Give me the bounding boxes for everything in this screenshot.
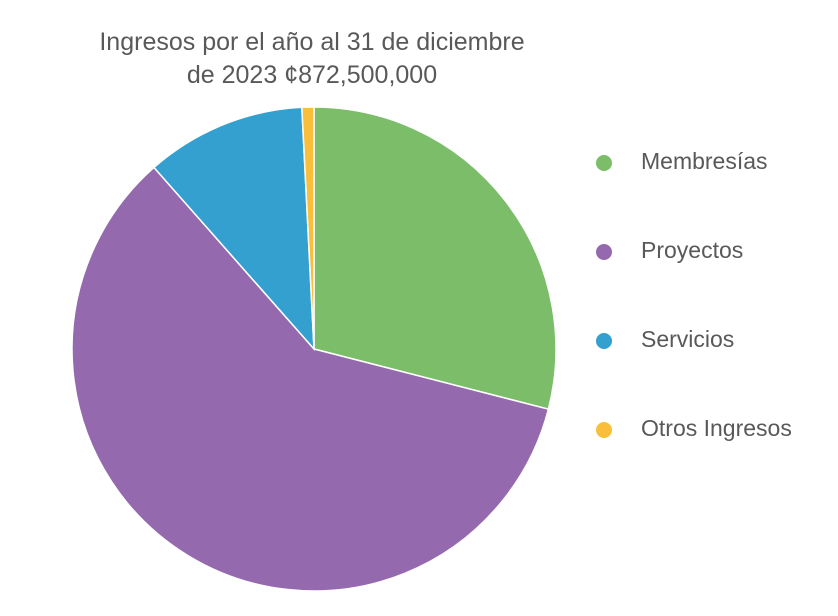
chart-title-line-1: Ingresos por el año al 31 de diciembre xyxy=(99,28,525,56)
legend-label: Proyectos xyxy=(641,237,744,263)
legend-swatch xyxy=(596,422,612,438)
legend-label: Otros Ingresos xyxy=(641,415,792,441)
legend-item-membresias: Membresías xyxy=(596,140,826,229)
pie-slices xyxy=(71,106,557,592)
chart-title-line-2: de 2023 ¢872,500,000 xyxy=(186,61,438,89)
legend-swatch xyxy=(596,244,612,260)
legend-item-servicios: Servicios xyxy=(596,318,826,407)
legend-swatch xyxy=(596,333,612,349)
legend: Membresías Proyectos Servicios Otros Ing… xyxy=(596,140,826,496)
pie-slice-servicios xyxy=(152,106,315,352)
legend-label: Servicios xyxy=(641,326,735,352)
pie-slice-membresias xyxy=(313,106,557,411)
pie-slice-otros-ingresos xyxy=(301,106,315,350)
legend-swatch xyxy=(596,155,612,171)
legend-item-otros-ingresos: Otros Ingresos xyxy=(596,407,826,496)
pie-slice-proyectos xyxy=(71,166,550,592)
legend-label: Membresías xyxy=(641,148,768,174)
legend-item-proyectos: Proyectos xyxy=(596,229,826,318)
chart-title: Ingresos por el año al 31 de diciembre d… xyxy=(72,26,552,92)
